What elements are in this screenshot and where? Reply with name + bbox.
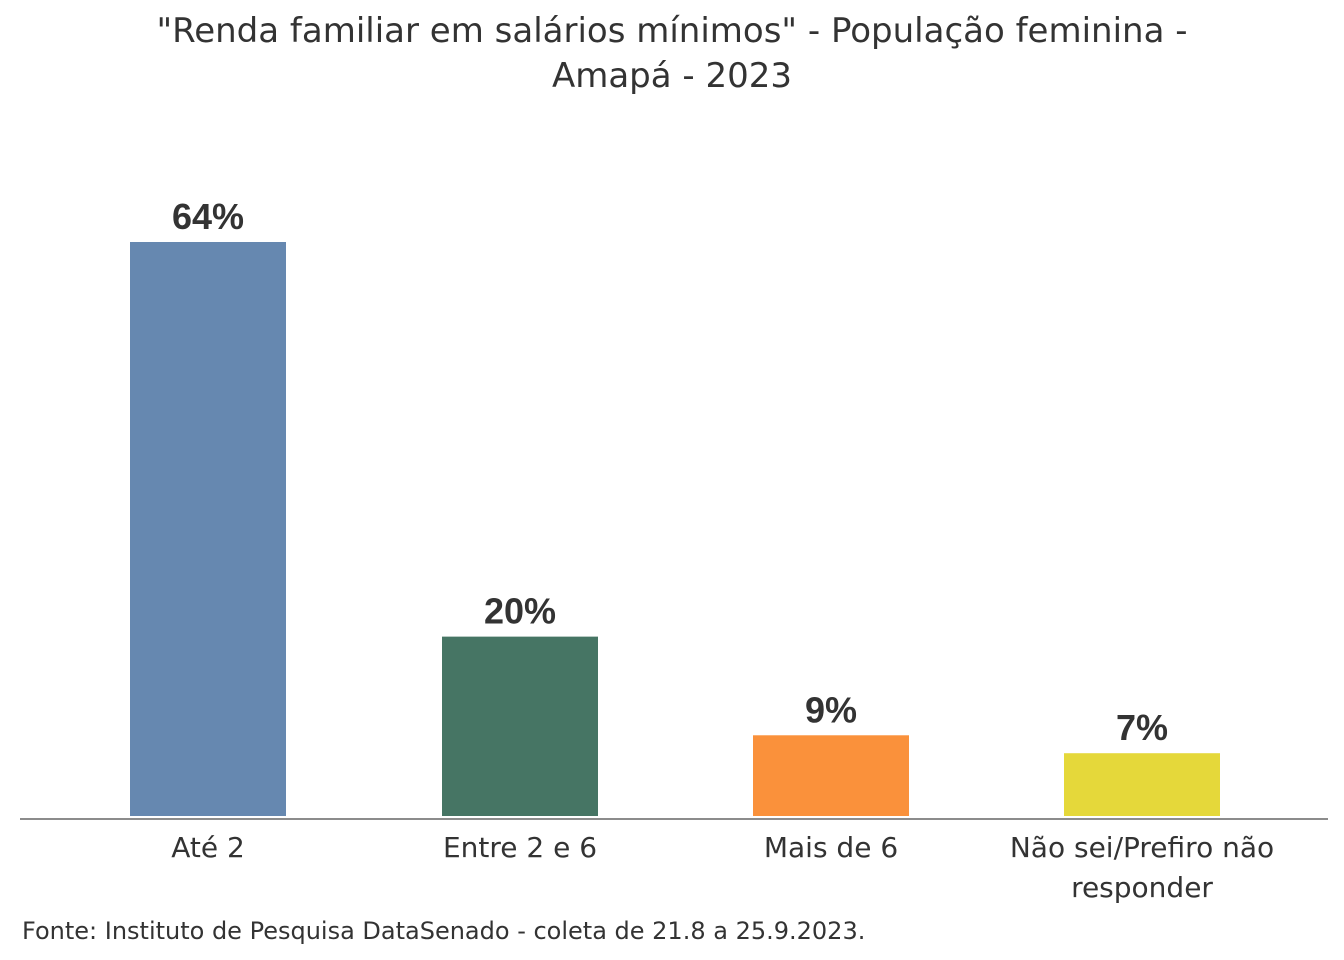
category-tick-label: Entre 2 e 6 [443, 831, 597, 864]
category-tick-label: Mais de 6 [764, 831, 898, 864]
chart-title: "Renda familiar em salários mínimos" - P… [156, 11, 1187, 96]
category-tick-label: Até 2 [171, 831, 245, 864]
data-label: 9% [805, 689, 857, 730]
data-label: 64% [172, 196, 244, 237]
data-label: 20% [484, 591, 556, 632]
category-tick-label: responder [1071, 871, 1213, 904]
bar [1064, 753, 1220, 816]
category-labels: Até 2 Entre 2 e 6 Mais de 6 Não sei/Prefiro… [171, 831, 1274, 904]
chart-title-line: "Renda familiar em salários mínimos" - P… [156, 11, 1187, 51]
bar [130, 242, 286, 816]
value-labels: 64% 20% 9% 7% [172, 196, 1168, 748]
bar [753, 735, 909, 816]
data-label: 7% [1116, 707, 1168, 748]
category-tick-label: Não sei/Prefiro não [1010, 831, 1274, 864]
source-note: Fonte: Instituto de Pesquisa DataSenado … [22, 917, 865, 945]
chart-title-line: Amapá - 2023 [552, 56, 792, 96]
bars [130, 242, 1220, 816]
bar [442, 636, 598, 816]
